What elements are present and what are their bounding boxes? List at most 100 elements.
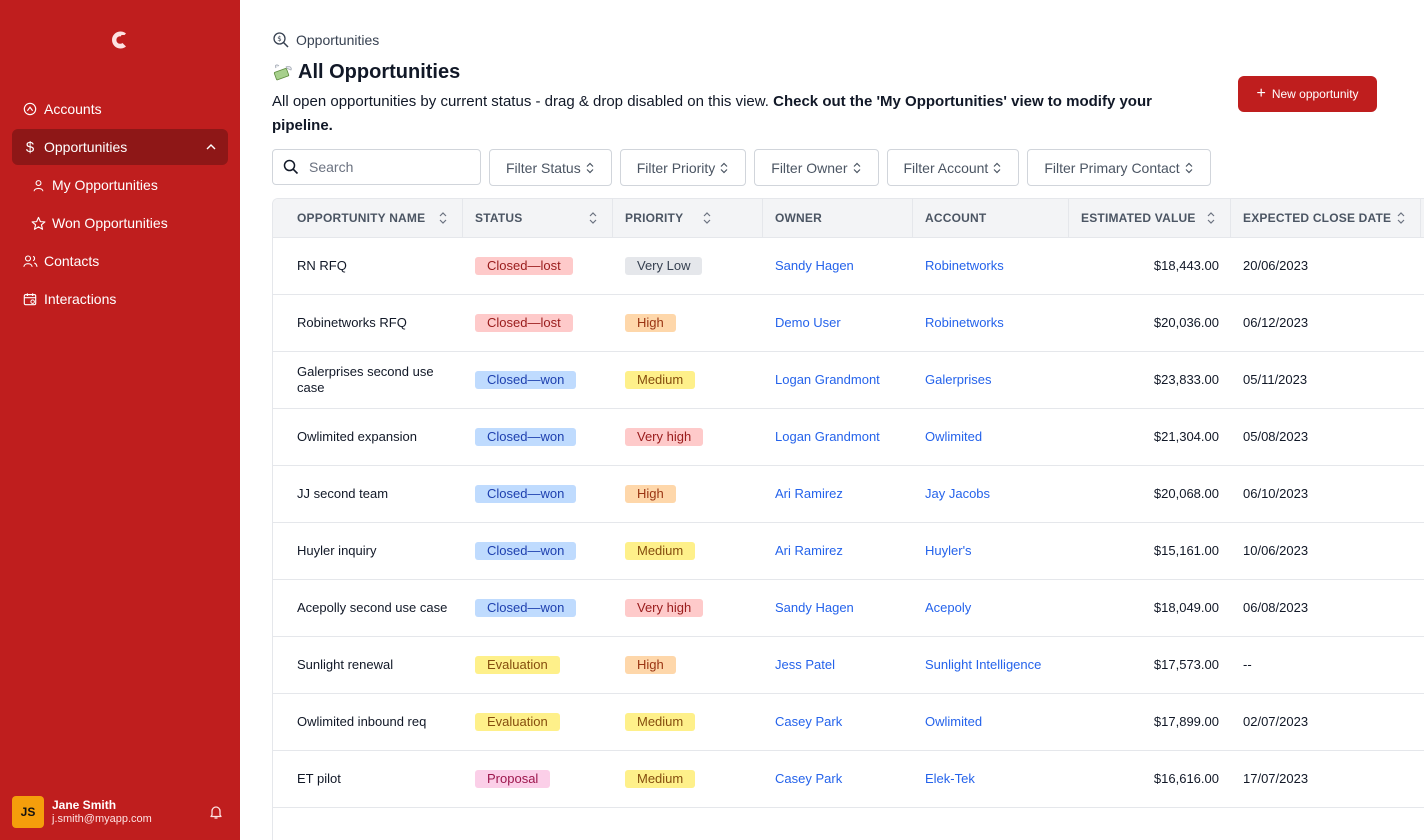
opportunity-name[interactable]: Owlimited inbound req bbox=[297, 714, 427, 729]
account-link[interactable]: Elek-Tek bbox=[925, 771, 975, 786]
opportunity-name[interactable]: Galerprises second use case bbox=[297, 364, 434, 395]
owner-link[interactable]: Casey Park bbox=[775, 771, 843, 786]
column-header-opportunity-name[interactable]: OPPORTUNITY NAME bbox=[273, 199, 463, 237]
owner-link[interactable]: Jess Patel bbox=[775, 657, 835, 672]
owner-link[interactable]: Ari Ramirez bbox=[775, 543, 843, 558]
estimated-value-cell: $20,036.00 bbox=[1069, 295, 1231, 351]
estimated-value: $16,616.00 bbox=[1153, 771, 1219, 786]
opportunity-name[interactable]: Huyler inquiry bbox=[297, 543, 377, 558]
new-opportunity-label: New opportunity bbox=[1271, 87, 1359, 101]
filter-account-button[interactable]: Filter Account bbox=[886, 149, 1020, 186]
sidebar-item-label: Won Opportunities bbox=[52, 215, 168, 231]
opportunity-name-cell[interactable]: JJ second team bbox=[273, 466, 463, 522]
account-link[interactable]: Acepoly bbox=[925, 600, 972, 615]
column-header-label: PRIORITY bbox=[625, 211, 684, 225]
opportunity-name-cell[interactable]: Owlimited inbound req bbox=[273, 694, 463, 750]
user-profile[interactable]: JS Jane Smith j.smith@myapp.com bbox=[12, 796, 228, 828]
opportunity-name[interactable]: Sunlight renewal bbox=[297, 657, 394, 672]
new-opportunity-button[interactable]: + New opportunity bbox=[1238, 76, 1377, 112]
table-row[interactable]: RN RFQ Closed—lost Very Low Sandy Hagen Robi… bbox=[273, 238, 1424, 295]
account-link[interactable]: Huyler's bbox=[925, 543, 972, 558]
opportunity-name[interactable]: RN RFQ bbox=[297, 258, 347, 273]
sidebar-item-my-opportunities[interactable]: My Opportunities bbox=[12, 167, 228, 203]
opportunity-name[interactable]: ET pilot bbox=[297, 771, 341, 786]
opportunity-name[interactable]: JJ second team bbox=[297, 486, 389, 501]
account-link[interactable]: Robinetworks bbox=[925, 258, 1004, 273]
opportunity-name[interactable]: Owlimited expansion bbox=[297, 429, 417, 444]
column-header-priority[interactable]: PRIORITY bbox=[613, 199, 763, 237]
opportunity-name-cell[interactable]: ET pilot bbox=[273, 751, 463, 807]
table-row[interactable]: Sunlight renewal Evaluation High Jess Patel… bbox=[273, 637, 1424, 694]
filter-status-button[interactable]: Filter Status bbox=[489, 149, 612, 186]
opportunity-name-cell[interactable]: Owlimited expansion bbox=[273, 409, 463, 465]
column-header-estimated-value[interactable]: ESTIMATED VALUE bbox=[1069, 199, 1231, 237]
sidebar-item-won-opportunities[interactable]: Won Opportunities bbox=[12, 205, 228, 241]
priority-cell: Medium bbox=[613, 694, 763, 750]
owner-link[interactable]: Sandy Hagen bbox=[775, 258, 854, 273]
description-text: All open opportunities by current status… bbox=[272, 93, 774, 110]
opportunity-name-cell[interactable]: RN RFQ bbox=[273, 238, 463, 294]
account-link[interactable]: Owlimited bbox=[925, 714, 983, 729]
filter-priority-button[interactable]: Filter Priority bbox=[619, 149, 747, 186]
opportunity-name-cell[interactable]: Acepolly second use case bbox=[273, 580, 463, 636]
estimated-value-cell: $21,304.00 bbox=[1069, 409, 1231, 465]
opportunity-name[interactable]: Robinetworks RFQ bbox=[297, 315, 407, 330]
owner-cell: Sandy Hagen bbox=[763, 580, 913, 636]
app-logo-icon[interactable] bbox=[108, 28, 132, 52]
search-box[interactable] bbox=[272, 149, 481, 185]
owner-link[interactable]: Demo User bbox=[775, 315, 841, 330]
table-row[interactable]: Robinetworks RFQ Closed—lost High Demo User… bbox=[273, 295, 1424, 352]
opportunity-name-cell[interactable]: Robinetworks RFQ bbox=[273, 295, 463, 351]
owner-link[interactable]: Logan Grandmont bbox=[775, 429, 880, 444]
sidebar-item-contacts[interactable]: Contacts bbox=[12, 243, 228, 279]
status-badge: Closed—won bbox=[475, 485, 577, 503]
opportunity-name[interactable]: Acepolly second use case bbox=[297, 600, 448, 615]
filter-label: Filter Priority bbox=[636, 159, 716, 176]
sidebar-item-label: Interactions bbox=[44, 291, 117, 307]
sort-icon[interactable] bbox=[702, 211, 712, 225]
close-date: 05/08/2023 bbox=[1243, 429, 1309, 444]
opportunity-name-cell[interactable]: Galerprises second use case bbox=[273, 352, 463, 408]
close-date-cell: 20/06/2023 bbox=[1231, 238, 1421, 294]
account-link[interactable]: Owlimited bbox=[925, 429, 983, 444]
table-row[interactable]: Owlimited expansion Closed—won Very high Lo… bbox=[273, 409, 1424, 466]
column-header-label: STATUS bbox=[475, 211, 523, 225]
sidebar-item-interactions[interactable]: Interactions bbox=[12, 281, 228, 317]
account-link[interactable]: Robinetworks bbox=[925, 315, 1004, 330]
owner-link[interactable]: Ari Ramirez bbox=[775, 486, 843, 501]
table-row[interactable]: Acepolly second use case Closed—won Very h… bbox=[273, 580, 1424, 637]
column-header-label: ESTIMATED VALUE bbox=[1081, 211, 1196, 225]
calendar-icon bbox=[22, 291, 38, 307]
column-header-expected-close-date[interactable]: EXPECTED CLOSE DATE bbox=[1231, 199, 1421, 237]
column-header-status[interactable]: STATUS bbox=[463, 199, 613, 237]
close-date: 10/06/2023 bbox=[1243, 543, 1309, 558]
table-row[interactable]: JJ second team Closed—won High Ari Ramirez J… bbox=[273, 466, 1424, 523]
account-link[interactable]: Galerprises bbox=[925, 372, 992, 387]
page-title: All Opportunities bbox=[272, 61, 460, 84]
sidebar-item-opportunities[interactable]: $ Opportunities bbox=[12, 129, 228, 165]
table-row[interactable]: Owlimited inbound req Evaluation Medium Cas… bbox=[273, 694, 1424, 751]
sidebar-item-accounts[interactable]: Accounts bbox=[12, 91, 228, 127]
table-row[interactable]: ET pilot Proposal Medium Casey Park Elek-Tek… bbox=[273, 751, 1424, 808]
filter-owner-button[interactable]: Filter Owner bbox=[754, 149, 879, 186]
chevron-up-icon[interactable] bbox=[204, 140, 218, 154]
bell-icon[interactable] bbox=[208, 804, 224, 820]
sort-icon[interactable] bbox=[1396, 211, 1406, 225]
close-date-cell: 17/07/2023 bbox=[1231, 751, 1421, 807]
sort-icon[interactable] bbox=[588, 211, 598, 225]
table-row[interactable]: Galerprises second use case Closed—won Med… bbox=[273, 352, 1424, 409]
search-input[interactable] bbox=[309, 159, 469, 175]
table-row[interactable]: Huyler inquiry Closed—won Medium Ari Ramire… bbox=[273, 523, 1424, 580]
sort-icon[interactable] bbox=[1206, 211, 1216, 225]
owner-link[interactable]: Sandy Hagen bbox=[775, 600, 854, 615]
sort-icon[interactable] bbox=[438, 211, 448, 225]
account-link[interactable]: Sunlight Intelligence bbox=[925, 657, 1042, 672]
filter-primary-contact-button[interactable]: Filter Primary Contact bbox=[1027, 149, 1211, 186]
opportunity-name-cell[interactable]: Huyler inquiry bbox=[273, 523, 463, 579]
page-title-text: All Opportunities bbox=[298, 61, 461, 83]
owner-link[interactable]: Casey Park bbox=[775, 714, 843, 729]
priority-cell: Medium bbox=[613, 751, 763, 807]
opportunity-name-cell[interactable]: Sunlight renewal bbox=[273, 637, 463, 693]
owner-link[interactable]: Logan Grandmont bbox=[775, 372, 880, 387]
account-link[interactable]: Jay Jacobs bbox=[925, 486, 991, 501]
